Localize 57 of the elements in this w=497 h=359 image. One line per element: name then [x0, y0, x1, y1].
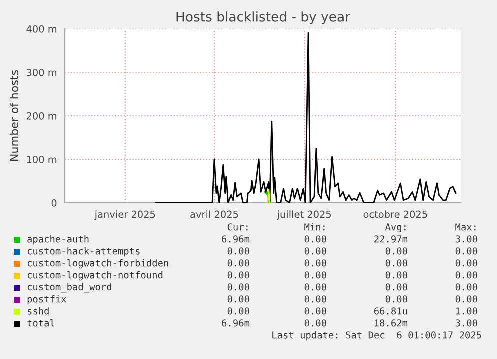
legend-label: custom-logwatch-notfound — [28, 271, 163, 281]
legend-label: custom_bad_word — [28, 283, 112, 293]
text: 0.00 — [228, 248, 250, 255]
text: 0.00 — [228, 272, 250, 279]
text: 0.00 — [304, 272, 326, 279]
legend-label: postfix — [28, 295, 66, 305]
y-tick-label: 400 m — [26, 25, 57, 33]
line-series — [155, 32, 457, 203]
legend-label: custom-logwatch-forbidden — [28, 259, 168, 269]
y-tick-label: 0 — [52, 199, 57, 207]
y-tick-label: 100 m — [27, 156, 57, 164]
text: 0.00 — [456, 284, 478, 291]
text: Max: — [456, 224, 476, 231]
text: 0.00 — [456, 248, 478, 255]
text: 0.00 — [304, 236, 326, 243]
x-tick-label: janvier 2025 — [94, 210, 156, 220]
legend-label: sshd — [28, 307, 49, 315]
text: 0.00 — [304, 284, 326, 291]
chart-title: Hosts blacklisted - by year — [176, 12, 350, 24]
text: 0.00 — [386, 260, 408, 267]
text: 0.00 — [456, 260, 478, 267]
text: 0.00 — [304, 248, 326, 255]
legend-label: total — [28, 319, 55, 327]
text: 0.00 — [304, 296, 326, 303]
text: 0.00 — [228, 284, 250, 291]
text: 0.00 — [304, 260, 326, 267]
text: Avg: — [385, 224, 406, 233]
x-tick-label: juillet 2025 — [277, 210, 332, 220]
legend-label: custom-hack-attempts — [28, 247, 140, 257]
text: 18.62m — [375, 320, 408, 327]
text: 3.00 — [456, 236, 478, 243]
text: 0.00 — [456, 296, 478, 303]
text: Min: — [304, 223, 325, 231]
text: 6.96m — [222, 320, 250, 327]
text: 66.81u — [374, 308, 408, 315]
text: 0.00 — [304, 320, 326, 327]
text: 0.00 — [304, 308, 326, 315]
text: 0.00 — [386, 272, 408, 279]
text: 0.00 — [386, 284, 408, 291]
x-tick-label: octobre 2025 — [364, 210, 428, 218]
text: 0.00 — [228, 260, 250, 267]
text: 1.00 — [456, 308, 478, 315]
y-axis-title: Number of hosts — [10, 70, 19, 161]
text: 0.00 — [456, 272, 478, 279]
text: Last update: Sat Dec 6 01:00:17 2025 — [272, 331, 482, 341]
text: Cur: — [228, 224, 248, 231]
text: 0.00 — [228, 296, 250, 303]
text: 0.00 — [228, 308, 250, 315]
x-tick-label: avril 2025 — [190, 210, 238, 218]
text: 0.00 — [386, 248, 408, 255]
y-tick-label: 200 m — [26, 112, 57, 120]
text: 3.00 — [456, 320, 478, 327]
legend-label: apache-auth — [28, 235, 89, 245]
text: 0.00 — [386, 296, 408, 303]
y-tick-label: 300 m — [26, 68, 57, 76]
text: 6.96m — [222, 236, 250, 243]
text: 22.97m — [374, 236, 408, 243]
